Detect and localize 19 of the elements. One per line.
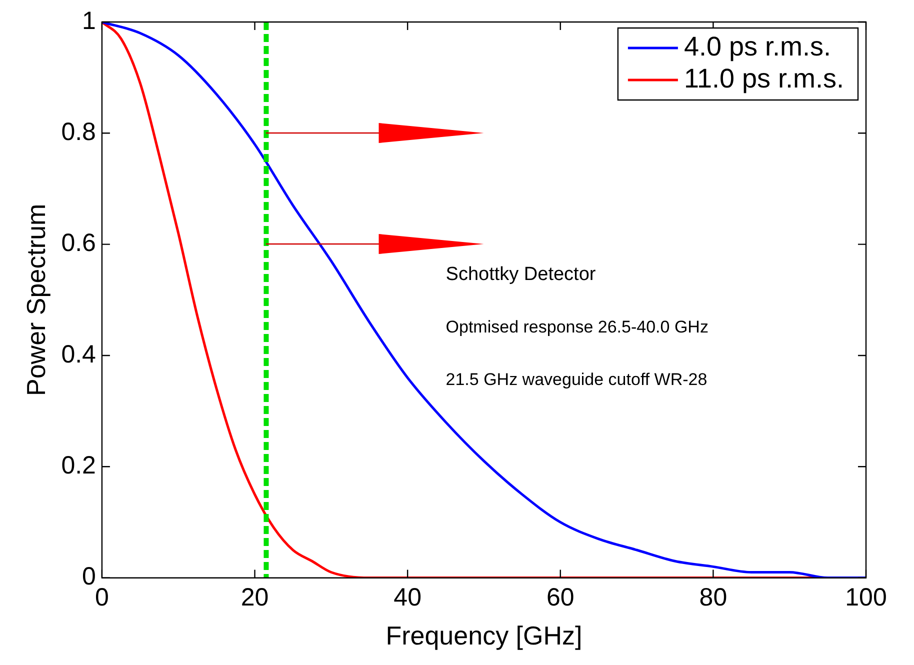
annotation: Optmised response 26.5-40.0 GHz [446, 317, 708, 336]
y-tick-label: 0 [82, 562, 96, 591]
annotation: Schottky Detector [446, 264, 596, 286]
line-series [102, 22, 866, 578]
y-tick-label: 0.6 [61, 229, 96, 258]
annotation: 21.5 GHz waveguide cutoff WR-28 [446, 370, 708, 390]
y-tick-label: 0.8 [61, 118, 96, 146]
x-tick-label: 60 [546, 584, 574, 612]
y-axis-title: Power Spectrum [20, 204, 51, 396]
x-tick-label: 40 [394, 584, 422, 612]
x-tick-label: 100 [845, 584, 887, 612]
legend-label: 11.0 ps r.m.s. [684, 63, 844, 94]
y-tick-label: 0.4 [61, 340, 96, 368]
x-axis-title: Frequency [GHz] [386, 620, 582, 651]
x-tick-label: 20 [240, 584, 269, 612]
legend-label: 4.0 ps r.m.s. [684, 31, 831, 62]
y-tick-label: 0.2 [61, 452, 96, 480]
y-tick-label: 1 [82, 6, 96, 35]
x-tick-label: 80 [699, 584, 728, 612]
